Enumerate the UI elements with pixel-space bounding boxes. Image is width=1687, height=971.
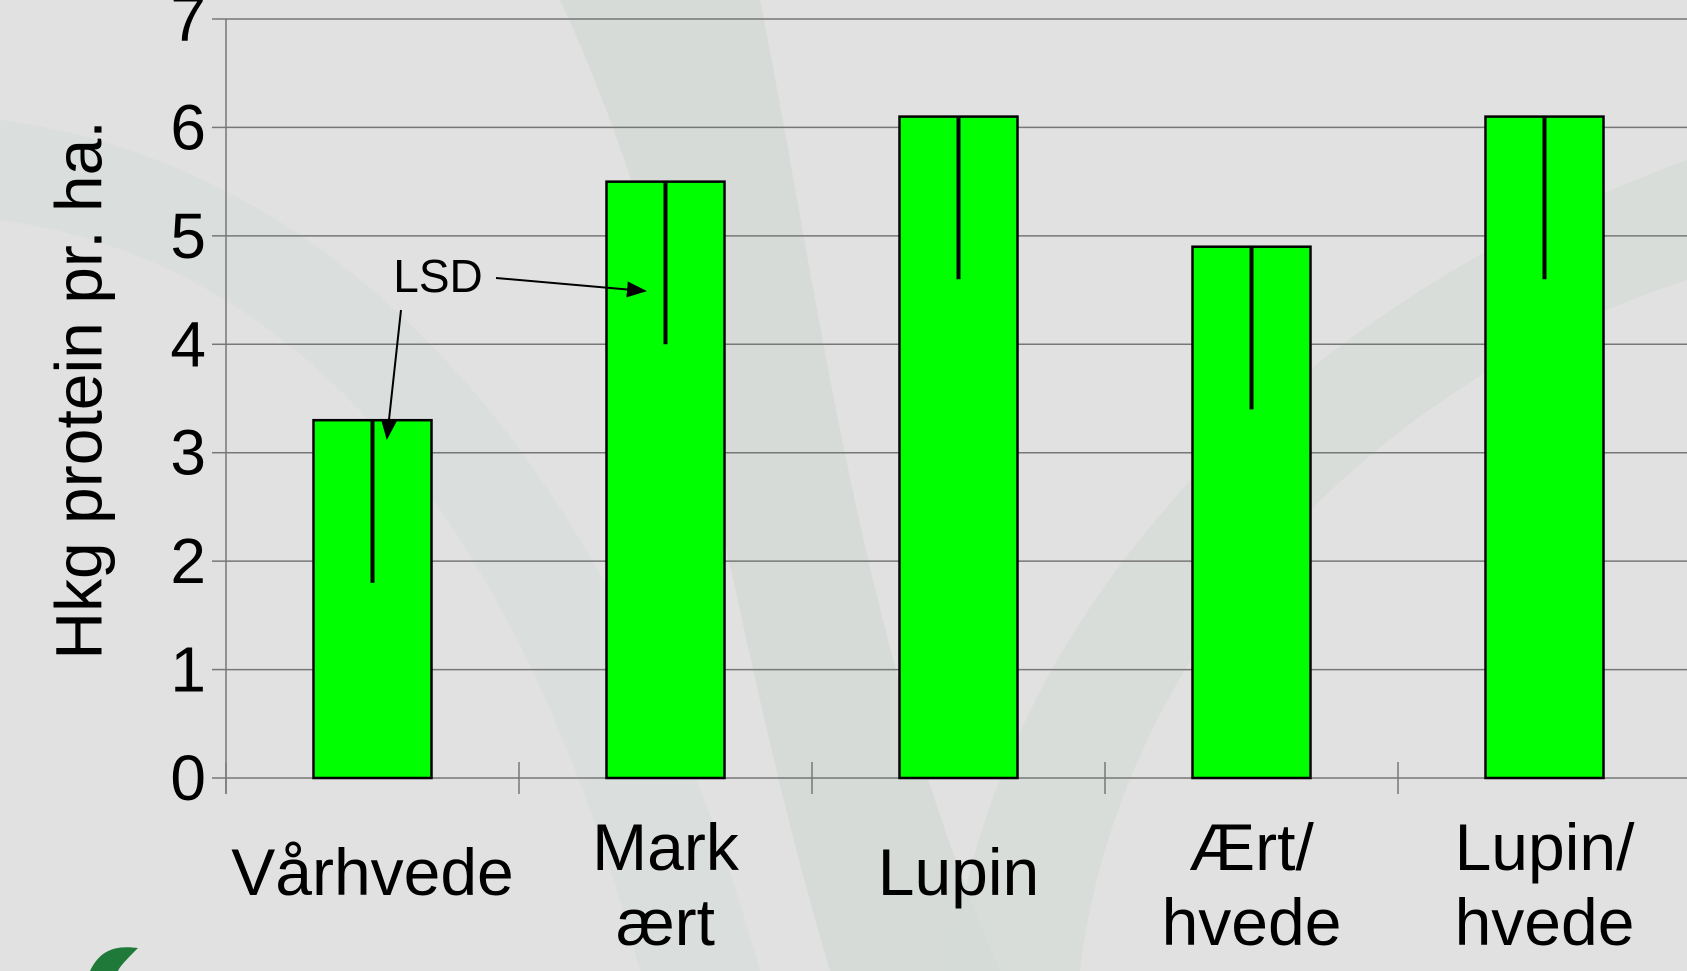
y-tick-label: 0 <box>170 742 206 814</box>
x-tick-label-line: Mark <box>592 810 740 884</box>
x-tick-label-line: Lupin <box>878 835 1040 909</box>
y-tick-label: 2 <box>170 525 206 597</box>
x-tick-label-line: ært <box>616 885 715 959</box>
x-tick-label: Lupin <box>878 835 1040 909</box>
x-tick-label-line: Vårhvede <box>231 835 514 909</box>
y-tick-label: 5 <box>170 200 206 272</box>
y-axis-title: Hkg protein pr. ha. <box>41 120 115 659</box>
x-tick-label: Mark ært <box>592 810 740 959</box>
y-tick-label: 3 <box>170 417 206 489</box>
x-tick-label: Lupin/hvede <box>1455 810 1635 959</box>
annotation-arrow <box>495 277 647 298</box>
x-tick-label: Ært/hvede <box>1162 810 1342 959</box>
y-tick-label: 6 <box>170 91 206 163</box>
background-swirl <box>0 120 760 971</box>
logo <box>90 947 138 971</box>
x-tick-label-line: hvede <box>1162 885 1342 959</box>
x-tick-label-line: Lupin/ <box>1455 810 1635 884</box>
background-swirl <box>950 160 1687 971</box>
y-tick-label: 7 <box>170 0 206 55</box>
annotation-arrow <box>381 309 402 440</box>
x-tick-label-line: hvede <box>1455 885 1635 959</box>
x-tick-label: Vårhvede <box>231 835 514 909</box>
y-tick-label: 4 <box>170 308 206 380</box>
x-tick-label-line: Ært/ <box>1189 810 1314 884</box>
annotation: LSD <box>393 250 482 302</box>
y-tick-label: 1 <box>170 634 206 706</box>
